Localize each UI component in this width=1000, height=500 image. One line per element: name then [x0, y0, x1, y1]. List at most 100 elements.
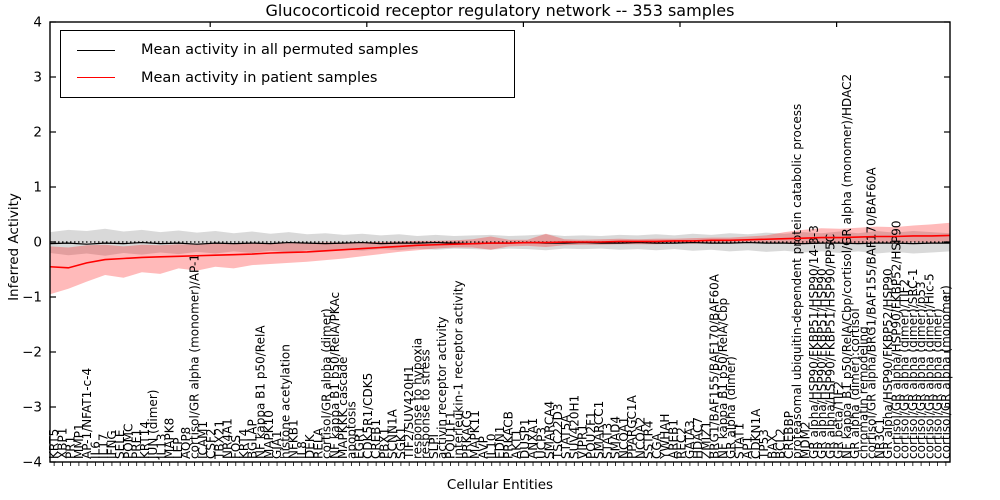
entity-label: histone acetylation [278, 344, 292, 459]
entity-label: ANXA1 [526, 418, 540, 459]
entity-label: NF kappa B1 p50/RelA [254, 325, 268, 459]
legend-label-permuted: Mean activity in all permuted samples [141, 42, 419, 59]
entity-label: UCP3 [534, 427, 548, 459]
entity-label: TBX21 [212, 420, 226, 460]
entity-label: proteasomal ubiquitin-dependent protein … [790, 104, 804, 459]
entity-label: cortisol/GR alpha (dimer)/p53 [914, 281, 928, 459]
legend-line-black-icon [77, 49, 115, 51]
entity-label: NFKB1 [287, 419, 301, 459]
entity-label: IL6 [88, 441, 102, 459]
entity-label: NR3C1 [873, 418, 887, 459]
entity-label: apoptosis [344, 401, 358, 459]
entity-label: HDAC7 [691, 417, 705, 459]
entity-label: AKT1 [510, 429, 524, 459]
y-tick-label: −4 [22, 455, 42, 471]
entity-label: STAT5A [559, 414, 573, 459]
entity-label: GR alpha/HSP90/FKBP51/HSP90 [815, 268, 829, 459]
chart-title: Glucocorticoid receptor regulatory netwo… [265, 1, 735, 20]
entity-label: CDK5R1/CDK5 [361, 373, 375, 459]
entity-label: PR1 [64, 436, 78, 459]
entity-label: SELE [113, 430, 127, 459]
entity-label: chromatin remodeling [856, 326, 870, 459]
y-tick-label: 3 [33, 70, 42, 86]
y-tick-label: 4 [33, 15, 42, 31]
entity-label: BCL2 [774, 428, 788, 459]
entity-label: FOS [229, 435, 243, 459]
entity-label: cortisol/GR alpha (monomer)/AP-1 [187, 254, 201, 459]
entity-label: POU1F1 [443, 411, 457, 459]
entity-label: GR alpha/HSP90/FKBP52/HSP90 [881, 268, 895, 459]
entity-label: CGA [650, 432, 664, 459]
entity-label: DEK [303, 433, 317, 459]
entity-label: POU2F1 [584, 411, 598, 459]
entity-label: cortisol/GR alpha/HSP90/FKBP52/HSP90 [889, 220, 903, 459]
entity-label: MDM2 [799, 421, 813, 459]
x-axis-label: Cellular Entities [446, 477, 554, 493]
y-tick-label: 2 [33, 125, 42, 141]
legend-label-patient: Mean activity in patient samples [141, 69, 378, 86]
band-permuted-range [50, 228, 950, 256]
entity-label: XBP1 [55, 428, 69, 459]
entity-label: GR alpha/HSP90/FKBP51/HSP90/14-3-3 [807, 225, 821, 459]
entity-label: cortisol/GR alpha (dimer)/TIF2 [898, 279, 912, 459]
y-tick-label: −1 [22, 290, 42, 306]
entity-label: POMC [121, 424, 135, 459]
entity-label: EDN1 [493, 426, 507, 459]
legend-item-permuted: Mean activity in all permuted samples [61, 42, 514, 58]
entity-label: AP-1/NFAT1-c-4 [80, 368, 94, 459]
legend: Mean activity in all permuted samples Me… [60, 30, 515, 98]
entity-label: GR alpha (dimer) [724, 356, 738, 459]
y-axis-label: Inferred Activity [6, 193, 22, 301]
entity-label: TSC22D3 [551, 404, 565, 460]
entity-label: GATA3 [683, 420, 697, 459]
entity-label: cortisol/GR alpha/BRG1/BAF155/BAF170/BAF… [865, 167, 879, 459]
entity-label: BAX [765, 434, 779, 459]
entity-label: PRKACB [501, 411, 515, 459]
entity-label: activin receptor activity [435, 316, 449, 459]
entity-label: IL17 [97, 434, 111, 460]
entity-label: AREB1 [666, 419, 680, 459]
entity-label: STAT3 [600, 423, 614, 459]
entity-label: BRG1/BAF155/BAF170/BAF60A [708, 273, 722, 459]
entity-label: PRKACG [460, 410, 474, 459]
entity-label: DUSP1 [518, 418, 532, 459]
entity-label: JUN (dimer) [146, 390, 160, 460]
entity-label: NR4A1 [221, 418, 235, 459]
entity-label: PRF1 [130, 429, 144, 459]
series-line-1 [49, 234, 951, 269]
entity-label: SGK1 [394, 427, 408, 459]
entity-label: AP1 [741, 436, 755, 459]
entity-label: GR beta/TIF2 [832, 381, 846, 459]
entity-label: TIF2/SUV420H1 [402, 365, 416, 460]
entity-label: MAPKKK cascade [336, 357, 350, 459]
entity-label: NF kappa B1 p50/RelA/PKAc [328, 292, 342, 459]
legend-line-red-icon [77, 77, 115, 79]
entity-label: cortisol/GR alpha (dimer)/Hic-5 [922, 273, 936, 459]
entity-label: IL10 [485, 434, 499, 460]
entity-label: SSTR4 [642, 420, 656, 459]
entity-label: EGR1 [353, 426, 367, 459]
entity-label: MAPK8 [163, 418, 177, 459]
entity-label: BGLAP [245, 419, 259, 459]
entity-label: GJA1 [270, 431, 284, 459]
entity-label: KRT14 [138, 421, 152, 459]
entity-label: GR alpha (dimer):cortisol [848, 308, 862, 459]
entity-label: SMARCA4 [543, 401, 557, 459]
entity-label: LEP [171, 437, 185, 459]
entity-label: PBX1 [377, 428, 391, 459]
entity-label: NF kappa B1 p50/RelA/Cbp [716, 298, 730, 459]
entity-label: REC2 [675, 427, 689, 459]
entity-label: ICAM1 [196, 421, 210, 459]
entity-label: GR alpha/HSP90/FKBP51/HSP90/PP5C [823, 234, 837, 459]
y-tick-label: −2 [22, 345, 42, 361]
y-tick-label: 0 [33, 235, 42, 251]
entity-label: SMARCC1 [592, 401, 606, 459]
entity-label: NCOA2 [633, 417, 647, 459]
entity-label: MAPK11 [468, 410, 482, 459]
entity-label: MAPK10 [262, 410, 276, 459]
legend-item-patient: Mean activity in patient samples [61, 70, 514, 86]
entity-label: TP53 [757, 429, 771, 460]
entity-label: CDKN1A [749, 408, 763, 459]
entity-label: CSF2 [204, 428, 218, 459]
